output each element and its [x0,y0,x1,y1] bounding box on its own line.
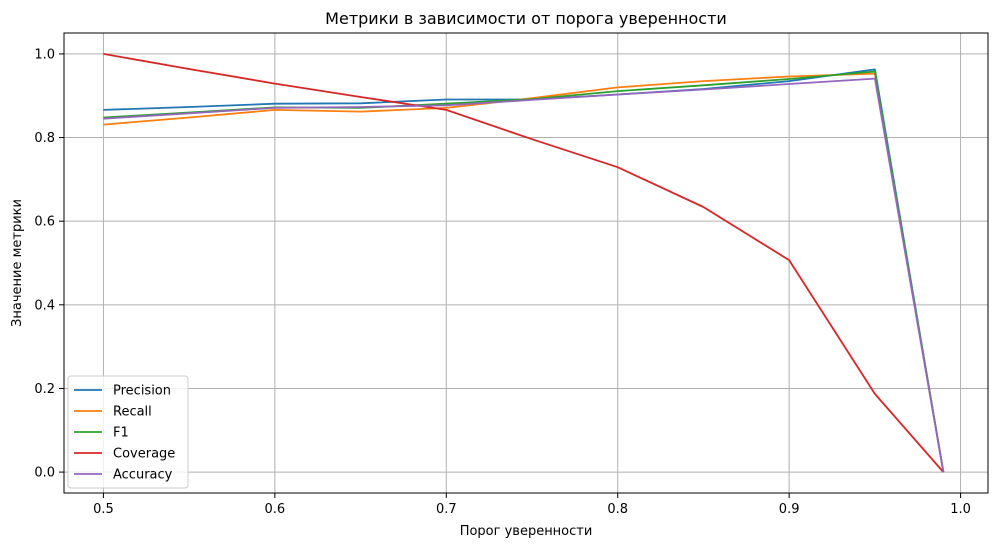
plot-frame [63,32,989,494]
x-axis-title: Порог уверенности [460,524,593,539]
x-axis-ticks: 0.5 0.6 0.7 0.8 0.9 1.0 [93,493,971,517]
chart-title: Метрики в зависимости от порога уверенно… [325,9,727,28]
series-line-accuracy [103,77,945,473]
legend-box [67,375,189,489]
legend: Precision Recall F1 Coverage Accuracy [67,375,189,489]
series-line-f1 [103,70,945,473]
legend-label-recall: Recall [113,405,152,420]
series-line-precision [103,68,945,473]
y-axis-title: Значение метрики [10,199,25,327]
legend-label-precision: Precision [113,384,171,399]
y-tick-label: 0.0 [34,466,55,481]
x-tick-label: 0.9 [779,502,800,517]
y-axis-ticks: 0.0 0.2 0.4 0.6 0.8 1.0 [34,47,64,481]
series-layer [103,53,945,473]
x-tick-label: 0.7 [436,502,457,517]
x-tick-label: 0.6 [265,502,286,517]
y-tick-label: 1.0 [34,47,55,62]
legend-label-accuracy: Accuracy [113,468,173,483]
y-tick-label: 0.4 [34,298,55,313]
legend-label-f1: F1 [113,426,129,441]
series-line-recall [103,72,945,473]
legend-label-coverage: Coverage [113,447,175,462]
series-line-coverage [103,53,945,473]
grid [64,33,988,493]
x-tick-label: 0.5 [93,502,114,517]
x-tick-label: 0.8 [607,502,628,517]
x-tick-label: 1.0 [950,502,971,517]
y-tick-label: 0.2 [34,382,55,397]
legend-items: Precision Recall F1 Coverage Accuracy [74,384,175,483]
y-tick-label: 0.6 [34,215,55,230]
y-tick-label: 0.8 [34,131,55,146]
